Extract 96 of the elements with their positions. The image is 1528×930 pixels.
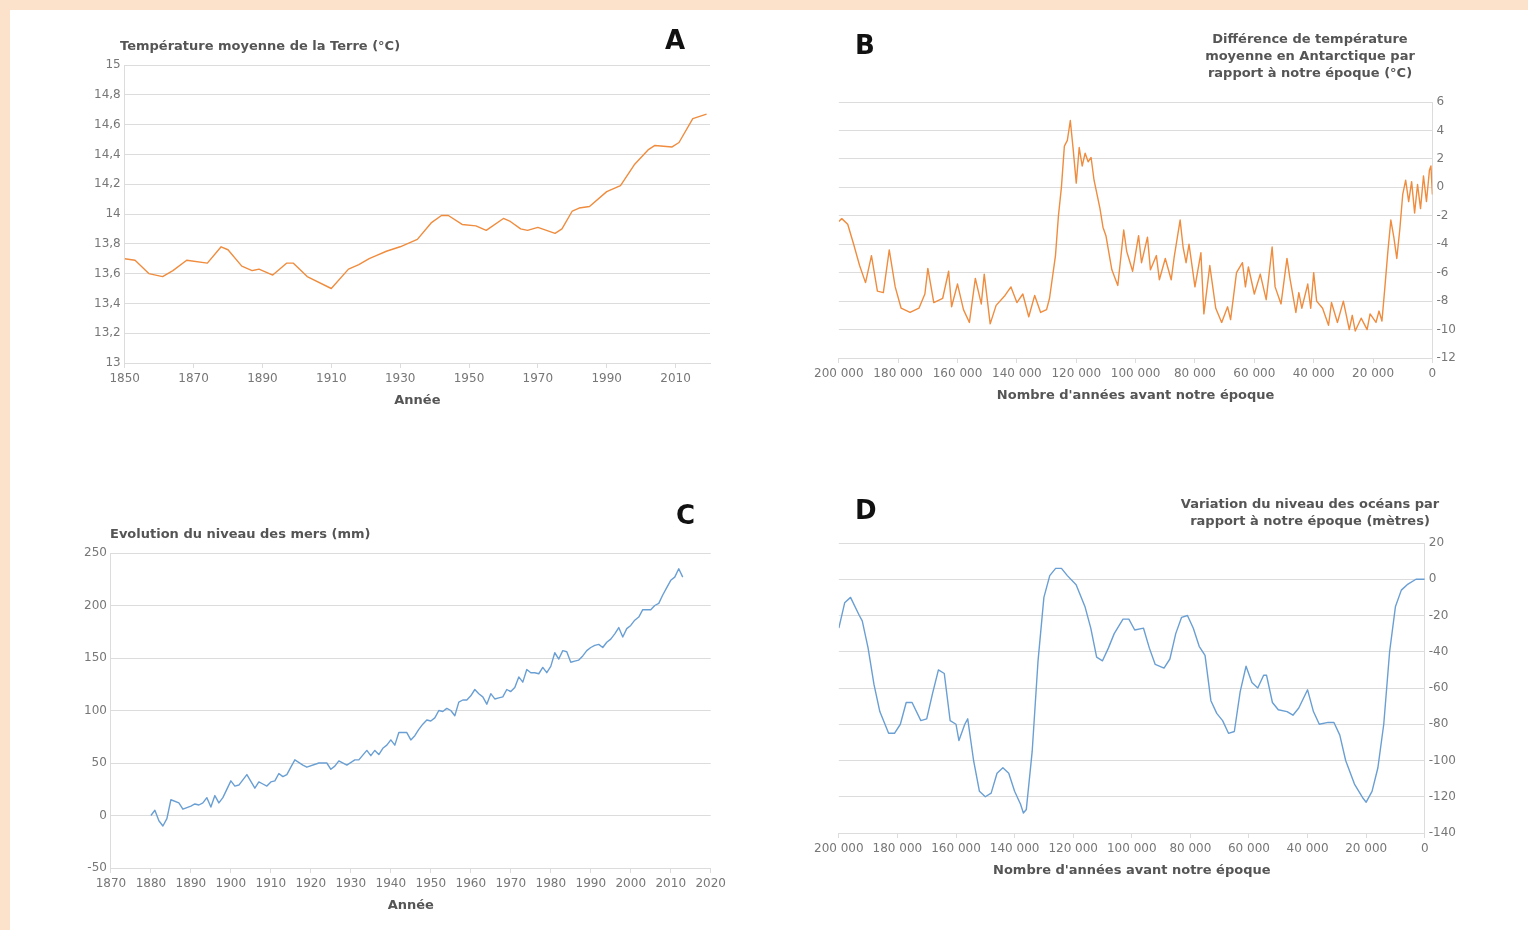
y-tick-label: 13,2: [94, 325, 121, 340]
y2-tick-label: -4: [1436, 236, 1449, 251]
x-tick-label: 1890: [175, 876, 207, 891]
x-tick-label: 2010: [660, 371, 691, 386]
y2-tick-label: -80: [1428, 716, 1449, 731]
x-tick-label: 180 000: [872, 841, 923, 856]
x-tick-label: 1890: [247, 371, 278, 386]
x-axis-title: Année: [394, 391, 441, 407]
y2-tick-label: 20: [1428, 535, 1445, 550]
y2-tick-label: -20: [1428, 607, 1449, 622]
y2-tick-label: 2: [1436, 151, 1445, 166]
y-tick-label: 13,4: [94, 295, 121, 310]
y2-tick-label: -40: [1428, 643, 1449, 658]
x-tick-label: 0: [1420, 841, 1429, 856]
y2-tick-label: -60: [1428, 680, 1449, 695]
y2-tick-label: -6: [1436, 264, 1449, 279]
x-tick-label: 1850: [109, 371, 140, 386]
x-tick-label: 1990: [575, 876, 607, 891]
x-tick-label: 1960: [455, 876, 487, 891]
x-tick-label: 100 000: [1106, 841, 1157, 856]
text: C: [675, 500, 695, 530]
x-tick-label: 100 000: [1110, 366, 1161, 381]
x-tick-label: 160 000: [931, 841, 981, 856]
x-tick-label: 1950: [453, 371, 485, 386]
y2-axis-title: Variation du niveau des océans par rapport à notre époque (mètres): [1180, 495, 1440, 529]
x-tick-label: 200 000: [814, 366, 864, 381]
x-tick-label: 20 000: [1345, 841, 1388, 856]
y-tick-label: 14,8: [94, 86, 121, 101]
x-tick-label: 60 000: [1233, 366, 1276, 381]
y2-tick-label: -12: [1436, 350, 1457, 365]
y-tick-label: 100: [84, 702, 107, 717]
y2-tick-label: -8: [1436, 293, 1449, 308]
x-tick-label: 40 000: [1292, 366, 1335, 381]
x-tick-label: 160 000: [932, 366, 983, 381]
x-tick-label: 180 000: [873, 366, 923, 381]
x-tick-label: 1940: [375, 876, 407, 891]
x-tick-label: 1930: [384, 371, 416, 386]
x-tick-label: 1870: [178, 371, 209, 386]
y-tick-label: -50: [87, 860, 107, 875]
y2-tick-label: 0: [1428, 571, 1437, 586]
y-tick-label: 250: [84, 545, 107, 560]
x-tick-label: 1970: [495, 876, 527, 891]
x-tick-label: 1900: [215, 876, 247, 891]
x-tick-label: 1980: [535, 876, 567, 891]
y-tick-label: 14,2: [94, 176, 121, 191]
x-tick-label: 1870: [95, 876, 127, 891]
x-tick-label: 1920: [295, 876, 327, 891]
x-axis-title: Nombre d'années avant notre époque: [993, 861, 1271, 877]
text: B: [855, 30, 875, 60]
y2-tick-label: -10: [1436, 321, 1457, 336]
x-tick-label: 1910: [255, 876, 287, 891]
x-tick-label: 140 000: [989, 841, 1040, 856]
x-tick-label: 20 000: [1352, 366, 1395, 381]
y2-tick-label: -100: [1428, 752, 1456, 767]
text: D: [855, 495, 877, 525]
y-tick-label: 14: [105, 206, 121, 221]
y2-tick-label: -140: [1428, 825, 1456, 840]
y-tick-label: 50: [91, 755, 107, 770]
x-tick-label: 2010: [655, 876, 687, 891]
y-tick-label: 14,4: [94, 146, 121, 161]
x-tick-label: 0: [1428, 366, 1437, 381]
x-tick-label: 60 000: [1227, 841, 1270, 856]
y-tick-label: 0: [99, 807, 107, 822]
x-axis-title: Année: [387, 896, 435, 912]
y-axis-title: Evolution du niveau des mers (mm): [110, 525, 371, 542]
x-tick-label: 1950: [415, 876, 447, 891]
x-tick-label: 1990: [591, 371, 622, 386]
x-tick-label: 120 000: [1048, 841, 1099, 856]
x-tick-label: 1930: [335, 876, 367, 891]
y2-axis-title: Différence de température moyenne en Antarctique par rapport à notre époque (°C): [1204, 30, 1416, 81]
text: A: [664, 25, 685, 55]
y-tick-label: 15: [105, 57, 121, 72]
y2-tick-label: -120: [1428, 788, 1456, 803]
x-axis-title: Nombre d'années avant notre époque: [996, 386, 1275, 402]
y2-tick-label: -2: [1436, 207, 1449, 222]
y-tick-label: 14,6: [94, 116, 121, 131]
y-tick-label: 200: [84, 597, 107, 612]
x-tick-label: 1910: [316, 371, 347, 386]
y2-tick-label: 6: [1436, 94, 1445, 109]
y-axis-title: Température moyenne de la Terre (°C): [120, 37, 401, 54]
x-tick-label: 200 000: [814, 841, 864, 856]
x-tick-label: 2000: [615, 876, 647, 891]
x-tick-label: 1970: [522, 371, 554, 386]
y-tick-label: 150: [84, 650, 107, 665]
y-tick-label: 13: [105, 355, 121, 370]
x-tick-label: 80 000: [1173, 366, 1216, 381]
x-tick-label: 40 000: [1286, 841, 1329, 856]
x-tick-label: 2020: [695, 876, 726, 891]
x-tick-label: 120 000: [1051, 366, 1102, 381]
y-tick-label: 13,8: [94, 235, 121, 250]
y-tick-label: 13,6: [94, 265, 121, 280]
x-tick-label: 140 000: [992, 366, 1042, 381]
y2-tick-label: 0: [1436, 179, 1445, 194]
x-tick-label: 80 000: [1169, 841, 1212, 856]
y2-tick-label: 4: [1436, 122, 1445, 137]
x-tick-label: 1880: [135, 876, 167, 891]
